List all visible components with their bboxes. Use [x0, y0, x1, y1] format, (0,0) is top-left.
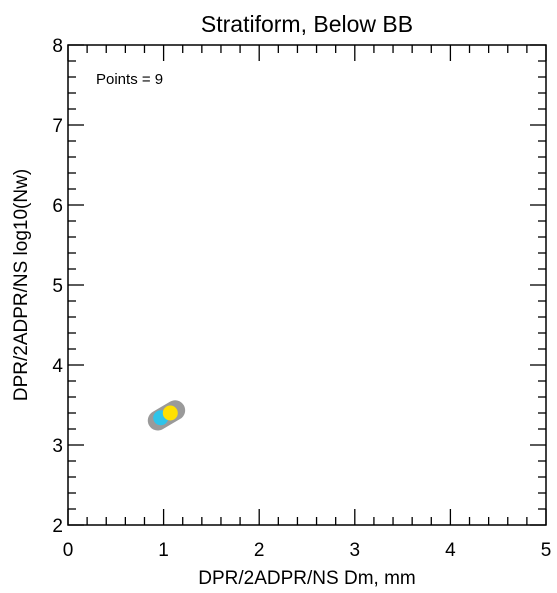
y-tick-label: 2 [52, 516, 63, 537]
x-tick-label: 1 [158, 540, 169, 561]
x-tick-label: 4 [445, 540, 456, 561]
y-tick-label: 7 [52, 116, 63, 137]
y-tick-label: 8 [52, 36, 63, 57]
y-tick-label: 3 [52, 436, 63, 457]
y-tick-labels: 2 3 4 5 6 7 8 [52, 36, 63, 537]
x-tick-label: 0 [63, 540, 74, 561]
chart-title: Stratiform, Below BB [201, 11, 413, 37]
x-tick-labels: 0 1 2 3 4 5 [63, 540, 552, 561]
x-tick-label: 5 [541, 540, 552, 561]
plot-frame [67, 44, 547, 526]
y-tick-label: 4 [52, 356, 63, 377]
density-high-region [162, 405, 178, 421]
y-tick-label: 6 [52, 196, 63, 217]
density-marks [147, 400, 186, 431]
points-annotation: Points = 9 [96, 71, 163, 88]
x-axis-title: DPR/2ADPR/NS Dm, mm [198, 568, 415, 589]
y-axis-title: DPR/2ADPR/NS log10(Nw) [11, 169, 32, 401]
x-tick-label: 3 [350, 540, 361, 561]
axis-ticks [67, 44, 547, 526]
x-tick-label: 2 [254, 540, 265, 561]
y-tick-label: 5 [52, 276, 63, 297]
